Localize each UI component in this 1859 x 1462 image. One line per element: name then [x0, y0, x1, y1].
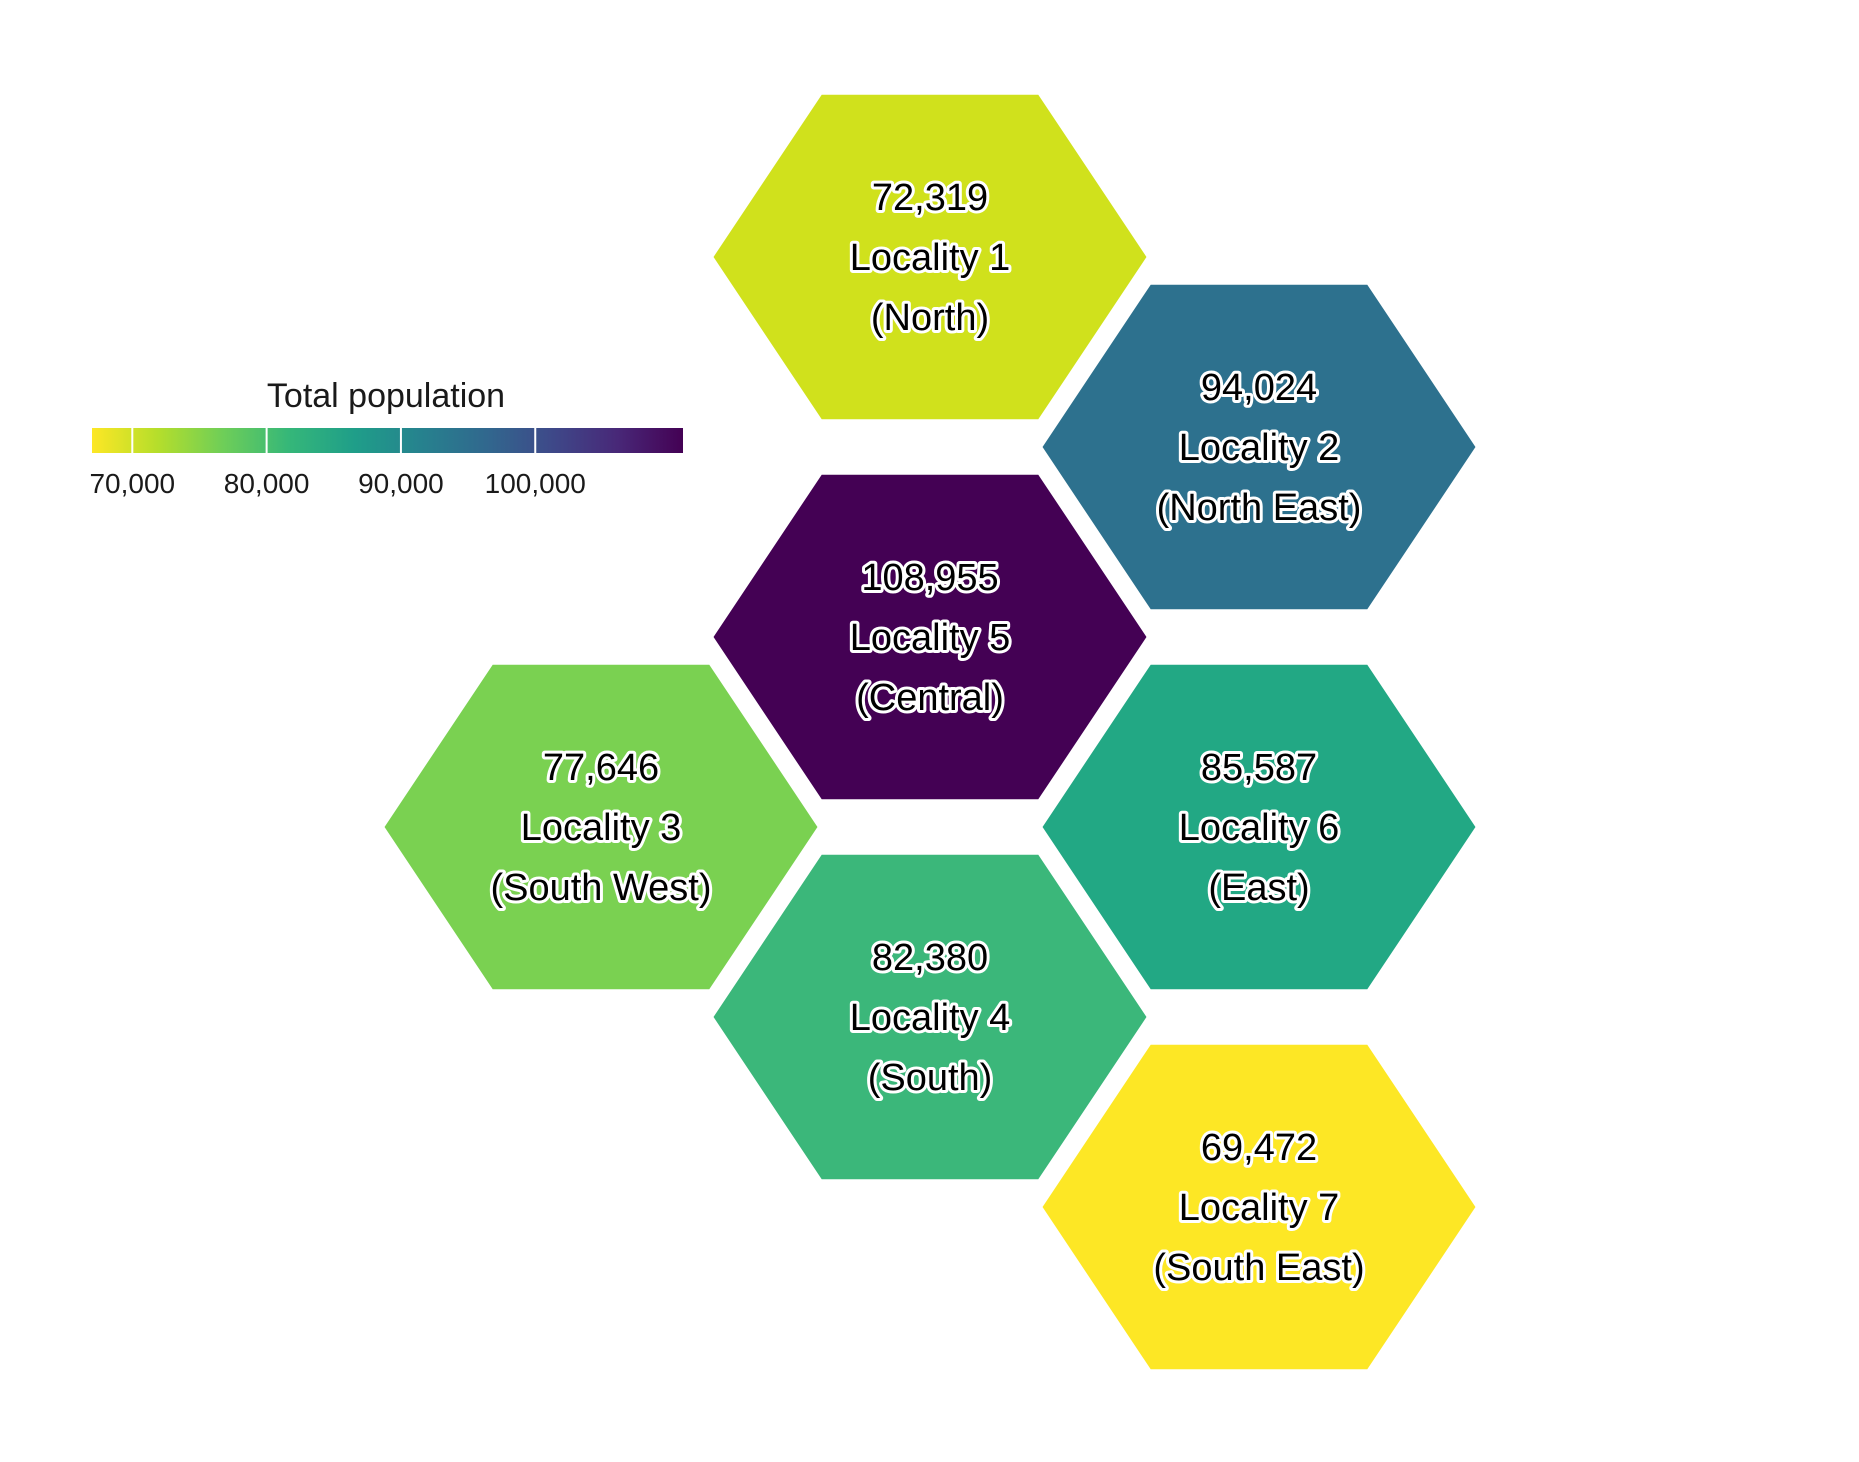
- locality-1-value-label: 72,319: [872, 177, 988, 219]
- legend-tick-label: 80,000: [224, 468, 310, 499]
- locality-1-region-label: (North): [871, 297, 989, 339]
- locality-6-region-label: (East): [1208, 867, 1309, 909]
- locality-4-value-label: 82,380: [872, 937, 988, 979]
- locality-2-value-label: 94,024: [1201, 367, 1317, 409]
- locality-7-name-label: Locality 7: [1179, 1187, 1340, 1229]
- hexagon-layer: 72,319 Locality 1 (North) 94,024 Locality 2 (…: [381, 92, 1479, 1372]
- locality-7-region-label: (South East): [1153, 1247, 1364, 1289]
- locality-3-region-label: (South West): [490, 867, 711, 909]
- locality-7-hexagon: [1039, 1042, 1479, 1372]
- locality-2-hexagon: [1039, 282, 1479, 612]
- locality-4-hex-group: 82,380 Locality 4 (South): [710, 852, 1150, 1182]
- legend-ticks: 70,000 80,000 90,000 100,000: [89, 428, 586, 499]
- locality-6-hexagon: [1039, 662, 1479, 992]
- locality-5-region-label: (Central): [856, 677, 1004, 719]
- legend-tick-label: 70,000: [89, 468, 175, 499]
- locality-3-value-label: 77,646: [543, 747, 659, 789]
- locality-2-hex-group: 94,024 Locality 2 (North East): [1039, 282, 1479, 612]
- legend: Total population 70,000 80,000 90,000 100,0…: [89, 377, 683, 499]
- legend-tick-label: 100,000: [485, 468, 586, 499]
- locality-3-name-label: Locality 3: [521, 807, 682, 849]
- locality-5-value-label: 108,955: [861, 557, 998, 599]
- locality-5-hex-group: 108,955 Locality 5 (Central): [710, 472, 1150, 802]
- locality-1-name-label: Locality 1: [850, 237, 1011, 279]
- locality-5-name-label: Locality 5: [850, 617, 1011, 659]
- legend-colorbar: [92, 428, 683, 453]
- locality-2-region-label: (North East): [1157, 487, 1362, 529]
- locality-4-hexagon: [710, 852, 1150, 1182]
- locality-3-hexagon: [381, 662, 821, 992]
- locality-6-name-label: Locality 6: [1179, 807, 1340, 849]
- locality-7-value-label: 69,472: [1201, 1127, 1317, 1169]
- locality-2-name-label: Locality 2: [1179, 427, 1340, 469]
- locality-7-hex-group: 69,472 Locality 7 (South East): [1039, 1042, 1479, 1372]
- legend-title: Total population: [267, 377, 505, 415]
- locality-1-hexagon: [710, 92, 1150, 422]
- locality-6-hex-group: 85,587 Locality 6 (East): [1039, 662, 1479, 992]
- locality-5-hexagon: [710, 472, 1150, 802]
- locality-6-value-label: 85,587: [1201, 747, 1317, 789]
- locality-1-hex-group: 72,319 Locality 1 (North): [710, 92, 1150, 422]
- locality-3-hex-group: 77,646 Locality 3 (South West): [381, 662, 821, 992]
- legend-tick-label: 90,000: [358, 468, 444, 499]
- locality-4-name-label: Locality 4: [850, 997, 1011, 1039]
- locality-4-region-label: (South): [868, 1057, 993, 1099]
